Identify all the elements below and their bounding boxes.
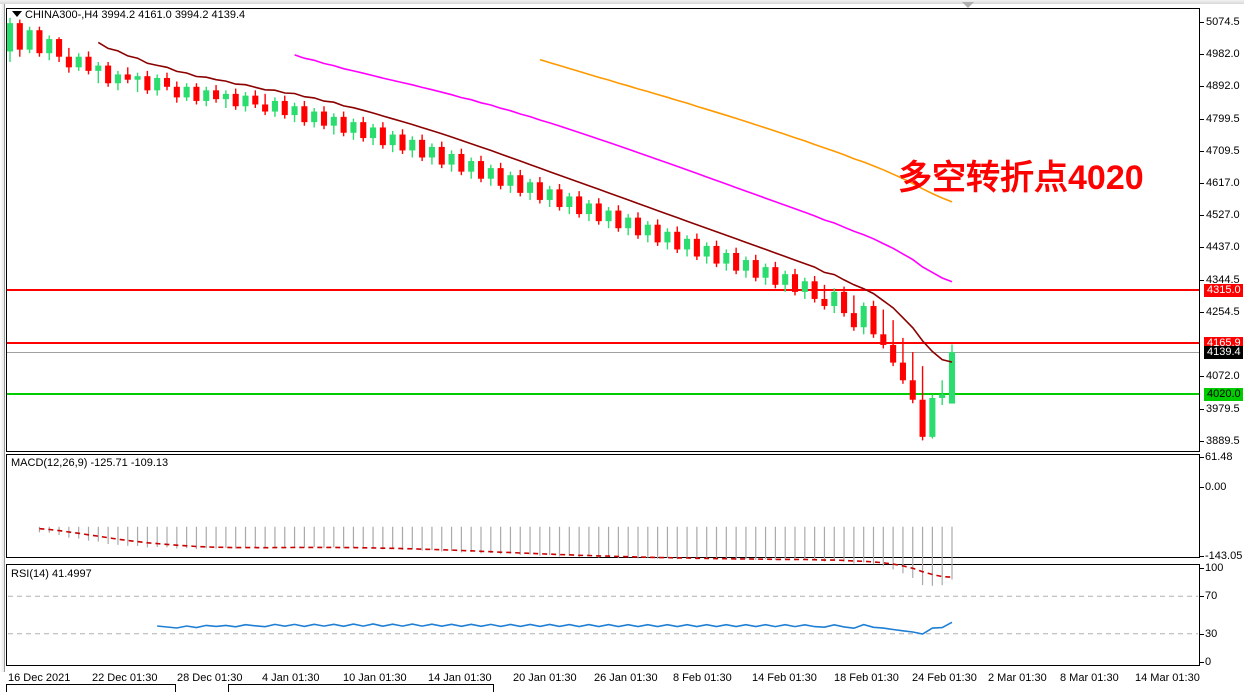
time-axis-label: 24 Feb 01:30 <box>912 672 977 684</box>
price-tick <box>1200 280 1204 281</box>
resistance-line-4315[interactable] <box>7 289 1199 292</box>
price-tick <box>1200 409 1204 410</box>
resistance-line-4165[interactable] <box>7 341 1199 344</box>
time-axis-label: 20 Jan 01:30 <box>513 672 577 684</box>
bottom-strip-mid[interactable] <box>228 684 494 692</box>
price-axis-label: 4982.0 <box>1206 48 1240 60</box>
time-axis-label: 10 Jan 01:30 <box>343 672 407 684</box>
price-tick <box>1200 119 1204 120</box>
price-tick <box>1200 312 1204 313</box>
price-axis-label: 4527.0 <box>1206 209 1240 221</box>
price-axis-label: 4437.0 <box>1206 241 1240 253</box>
rsi-tick <box>1200 634 1204 635</box>
time-axis-label: 16 Dec 2021 <box>8 672 71 684</box>
price-axis-label: 4254.5 <box>1206 306 1240 318</box>
rsi-tick <box>1200 662 1204 663</box>
triangle-down-icon[interactable] <box>12 11 22 17</box>
price-badge-support-4020: 4020.0 <box>1204 388 1243 401</box>
macd-title: MACD(12,26,9) -125.71 -109.13 <box>11 457 169 469</box>
rsi-axis-label: 0 <box>1205 656 1212 668</box>
bottom-strip-left[interactable] <box>6 684 176 692</box>
price-axis-label: 3979.5 <box>1206 403 1240 415</box>
price-tick <box>1200 376 1204 377</box>
price-badge-current-price-4139: 4139.4 <box>1204 346 1243 359</box>
time-axis-label: 14 Mar 01:30 <box>1135 672 1200 684</box>
rsi-axis-label: 100 <box>1205 562 1224 574</box>
price-tick <box>1200 54 1204 55</box>
macd-axis-label: -143.05 <box>1205 550 1243 562</box>
time-axis-label: 14 Jan 01:30 <box>428 672 492 684</box>
price-axis-label: 4617.0 <box>1206 177 1240 189</box>
price-tick <box>1200 86 1204 87</box>
support-line-4020[interactable] <box>7 393 1199 396</box>
time-axis-label: 2 Mar 01:30 <box>988 672 1047 684</box>
macd-axis-label: 61.48 <box>1205 451 1233 463</box>
rsi-tick <box>1200 568 1204 569</box>
time-axis-label: 18 Feb 01:30 <box>834 672 899 684</box>
symbol-header: CHINA300-,H4 3994.2 4161.0 3994.2 4139.4 <box>25 9 246 21</box>
left-toolbar-rail <box>0 4 5 672</box>
time-axis-label: 4 Jan 01:30 <box>262 672 320 684</box>
price-tick <box>1200 441 1204 442</box>
macd-axis-label: 0.00 <box>1205 481 1227 493</box>
time-axis-label: 8 Mar 01:30 <box>1060 672 1119 684</box>
macd-tick <box>1200 556 1204 557</box>
price-chart-panel[interactable] <box>6 8 1200 452</box>
current-price-line <box>7 352 1199 354</box>
rsi-axis-label: 70 <box>1205 590 1218 602</box>
price-badge-resistance-4315: 4315.0 <box>1204 284 1243 297</box>
price-axis-label: 4344.5 <box>1206 274 1240 286</box>
price-tick <box>1200 247 1204 248</box>
price-tick <box>1200 22 1204 23</box>
macd-tick <box>1200 487 1204 488</box>
window-top-bar <box>0 0 1244 4</box>
price-axis-label: 4709.5 <box>1206 145 1240 157</box>
price-tick <box>1200 183 1204 184</box>
macd-tick <box>1200 457 1204 458</box>
rsi-title: RSI(14) 41.4997 <box>11 568 92 580</box>
price-axis-label: 3889.5 <box>1206 435 1240 447</box>
time-axis-label: 28 Dec 01:30 <box>177 672 243 684</box>
price-axis-label: 4799.5 <box>1206 113 1240 125</box>
price-axis-label: 4072.0 <box>1206 370 1240 382</box>
price-axis-label: 4892.0 <box>1206 80 1240 92</box>
rsi-axis-label: 30 <box>1205 628 1218 640</box>
time-axis-label: 26 Jan 01:30 <box>594 672 658 684</box>
price-tick <box>1200 215 1204 216</box>
time-axis-label: 14 Feb 01:30 <box>752 672 817 684</box>
rsi-tick <box>1200 596 1204 597</box>
triangle-down-marker-icon <box>962 2 974 8</box>
time-axis-label: 8 Feb 01:30 <box>673 672 732 684</box>
price-tick <box>1200 151 1204 152</box>
macd-panel[interactable] <box>6 454 1200 558</box>
price-axis-label: 5074.5 <box>1206 16 1240 28</box>
rsi-panel[interactable] <box>6 564 1200 666</box>
time-axis-label: 22 Dec 01:30 <box>92 672 158 684</box>
annotation-text: 多空转折点4020 <box>898 159 1144 197</box>
